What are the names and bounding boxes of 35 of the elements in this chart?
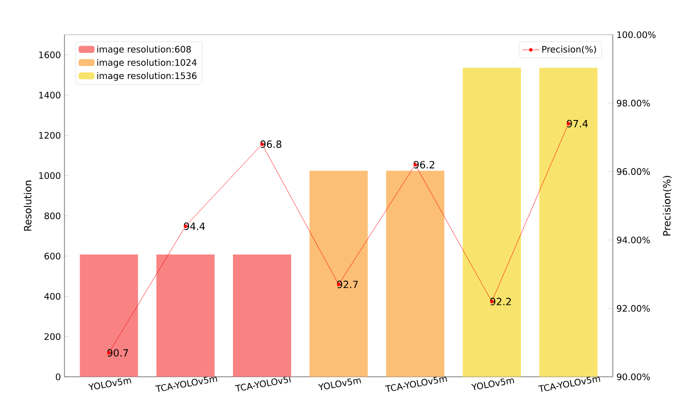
bar (232, 254, 292, 378)
y-tick-label: 600 (44, 252, 60, 260)
y-tick-label: 1400 (39, 92, 60, 99)
bar (80, 254, 138, 378)
y-tick-label: 0 (56, 374, 60, 380)
legend-label: image resolution:608 (97, 46, 191, 55)
y2-axis-title: Precision(%) (662, 176, 672, 236)
data-label: 92.2 (490, 298, 511, 306)
legend-label: image resolution:1536 (97, 72, 197, 82)
y2-tick-label: 100.00% (617, 32, 656, 38)
bar (310, 170, 368, 378)
y-tick-label: 200 (44, 333, 60, 340)
y-tick-label: 1000 (39, 172, 60, 180)
data-label: 94.4 (184, 222, 205, 230)
bar (539, 68, 598, 378)
y-tick-label: 400 (44, 293, 60, 300)
bar (462, 68, 521, 378)
legend-label: image resolution:1024 (97, 59, 197, 68)
bar (386, 170, 444, 378)
y-tick-label: 800 (44, 212, 60, 220)
y2-tick-label: 90.00% (616, 374, 650, 380)
y2-tick-label: 92.00% (616, 305, 650, 312)
y-tick-label: 1200 (39, 132, 60, 139)
y2-tick-label: 98.00% (616, 100, 650, 107)
x-tick-label: YOLOv5m (88, 378, 132, 390)
y2-tick-label: 96.00% (616, 168, 650, 176)
y-tick-label: 1600 (39, 52, 60, 58)
x-tick-label: YOLOv5m (318, 378, 361, 390)
legend-label: Precision(%) (542, 46, 596, 54)
x-tick-label: TCA-YOLOv5l (234, 376, 291, 392)
x-tick-label: YOLOv5m (471, 378, 514, 390)
y2-tick-label: 94.00% (616, 236, 650, 244)
data-label: 97.4 (566, 120, 588, 128)
bar (156, 254, 215, 378)
y-axis-title: Resolution (24, 180, 32, 231)
